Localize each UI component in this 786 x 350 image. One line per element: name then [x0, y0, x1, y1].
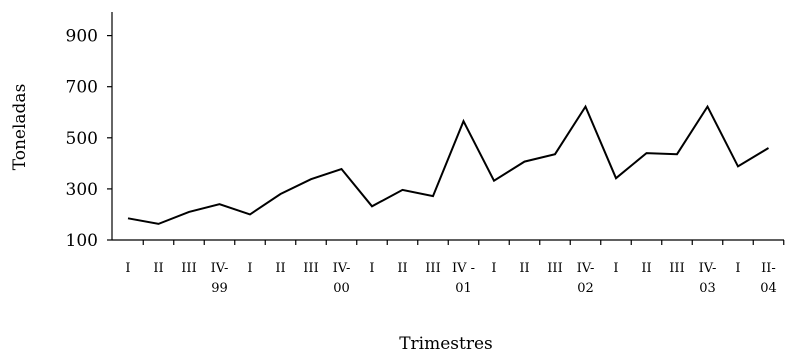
x-axis-title: Trimestres — [399, 334, 493, 350]
x-tick-label: III — [547, 261, 562, 276]
y-tick-label: 300 — [66, 180, 98, 200]
x-axis: I II III IV-99I II III IV-00I II III IV -01I II III… — [112, 239, 785, 296]
x-tick-label: IV-99 — [211, 261, 229, 296]
x-tick-label: III — [181, 261, 196, 276]
x-tick-label: I — [369, 261, 374, 276]
x-tick-label: IV-03 — [699, 261, 717, 296]
x-tick-label: IV-02 — [577, 261, 595, 296]
y-tick-label: 900 — [66, 27, 98, 47]
y-tick-label: 500 — [66, 129, 98, 149]
y-axis: 100 300 500 700 900 — [66, 12, 113, 251]
x-tick-label: I — [491, 261, 496, 276]
x-tick-label: II — [519, 261, 529, 276]
y-tick-label: 100 — [66, 231, 98, 251]
y-axis-title: Toneladas — [10, 84, 30, 171]
x-tick-label: II — [275, 261, 285, 276]
x-tick-label: II — [397, 261, 407, 276]
x-tick-label: II — [153, 261, 163, 276]
series-line — [127, 104, 770, 225]
x-tick-label: IV -01 — [452, 261, 475, 296]
x-tick-label: III — [303, 261, 318, 276]
x-tick-label: III — [669, 261, 684, 276]
y-tick-label: 700 — [66, 78, 98, 98]
x-tick-label: II-04 — [760, 261, 777, 296]
x-tick-label: I — [125, 261, 130, 276]
x-tick-label: I — [735, 261, 740, 276]
series-layer — [127, 104, 770, 225]
x-tick-label: I — [247, 261, 252, 276]
x-tick-label: II — [641, 261, 651, 276]
x-tick-label: I — [613, 261, 618, 276]
x-tick-label: III — [425, 261, 440, 276]
x-tick-label: IV-00 — [333, 261, 351, 296]
